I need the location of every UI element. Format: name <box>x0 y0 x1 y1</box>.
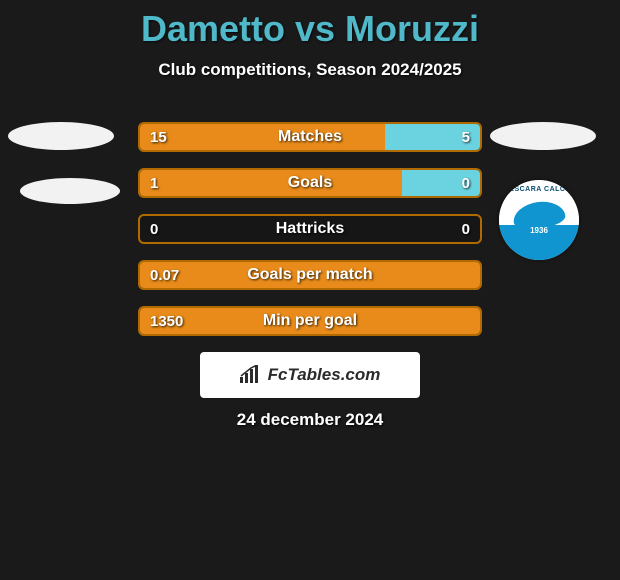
stat-bar-left-fill <box>140 308 480 334</box>
stat-bar-row: 0.07Goals per match <box>138 260 482 290</box>
date-label: 24 december 2024 <box>0 410 620 430</box>
stat-bar-right-fill <box>402 170 480 196</box>
stat-bar-left-fill <box>140 170 402 196</box>
stat-bar-right-fill <box>385 124 480 150</box>
decorative-ellipse <box>490 122 596 150</box>
stat-bar-row: 0 0Hattricks <box>138 214 482 244</box>
decorative-ellipse <box>20 178 120 204</box>
stat-bar-left-fill <box>140 262 480 288</box>
stat-value-right: 0 <box>462 216 470 242</box>
stat-bar-row: 155Matches <box>138 122 482 152</box>
page-subtitle: Club competitions, Season 2024/2025 <box>0 60 620 80</box>
comparison-bars: 155Matches 10Goals 0 0Hattricks 0.07Goals pe… <box>138 122 482 352</box>
club-logo-text: PESCARA CALCIO <box>499 186 579 193</box>
chart-icon <box>240 365 262 385</box>
club-logo-year: 1936 <box>499 226 579 235</box>
stat-bar-row: 10Goals <box>138 168 482 198</box>
stat-value-left: 0 <box>150 216 158 242</box>
brand-box: FcTables.com <box>200 352 420 398</box>
club-logo-pescara: PESCARA CALCIO 1936 <box>499 180 579 260</box>
stat-bar-left-fill <box>140 124 385 150</box>
brand-label: FcTables.com <box>268 365 381 385</box>
stat-label: Hattricks <box>140 216 480 242</box>
decorative-ellipse <box>8 122 114 150</box>
stat-bar-row: 1350Min per goal <box>138 306 482 336</box>
page-title: Dametto vs Moruzzi <box>0 0 620 50</box>
